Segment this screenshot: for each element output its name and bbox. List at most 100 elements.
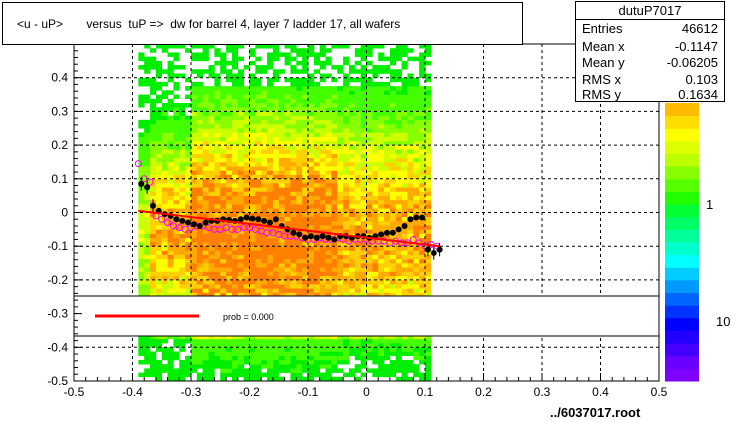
heatmap-cell (337, 102, 344, 108)
heatmap-cell (372, 119, 379, 125)
heatmap-cell (296, 111, 303, 116)
heatmap-cell (348, 153, 356, 159)
heatmap-cell (348, 90, 356, 95)
heatmap-cell (179, 145, 186, 150)
heatmap-cell (413, 195, 420, 201)
heatmap-cell (138, 343, 145, 348)
heatmap-cell (284, 237, 291, 243)
heatmap-cell (214, 334, 221, 340)
heatmap-cell (319, 48, 326, 53)
heatmap-cell (319, 119, 326, 125)
heatmap-cell (325, 368, 332, 373)
heatmap-cell (196, 111, 203, 116)
y-tick-label: 0.4 (51, 71, 68, 85)
heatmap-cell (302, 161, 309, 167)
heatmap-cell (413, 124, 420, 129)
heatmap-cell (155, 161, 163, 167)
heatmap-cell (161, 267, 168, 272)
heatmap-cell (290, 86, 297, 91)
heatmap-cell (290, 284, 297, 289)
heatmap-cell (419, 284, 426, 289)
heatmap-cell (237, 271, 244, 276)
heatmap-cell (319, 241, 326, 247)
heatmap-cell (173, 334, 180, 340)
heatmap-cell (278, 183, 285, 188)
heatmap-cell (366, 347, 373, 352)
heatmap-cell (261, 254, 268, 260)
heatmap-cell (144, 166, 151, 171)
heatmap-cell (237, 153, 244, 159)
heatmap-cell (155, 136, 163, 142)
heatmap-cell (407, 77, 414, 83)
heatmap-cell (284, 166, 291, 171)
heatmap-cell (226, 115, 233, 121)
heatmap-cell (138, 279, 145, 285)
heatmap-cell (138, 132, 145, 137)
heatmap-cell (302, 94, 309, 100)
heatmap-cell (419, 174, 426, 180)
heatmap-cell (325, 124, 332, 129)
heatmap-cell (325, 216, 332, 222)
heatmap-cell (150, 288, 157, 293)
heatmap-cell (378, 347, 385, 352)
heatmap-cell (354, 136, 361, 142)
heatmap-cell (395, 132, 402, 137)
heatmap-cell (302, 102, 309, 108)
heatmap-cell (214, 52, 221, 57)
heatmap-cell (249, 102, 256, 108)
heatmap-cell (191, 216, 198, 222)
heatmap-cell (255, 174, 262, 180)
heatmap-cell (296, 220, 303, 226)
heatmap-cell (407, 157, 414, 163)
heatmap-cell (372, 94, 379, 100)
heatmap-cell (179, 237, 186, 243)
heatmap-cell (255, 170, 262, 175)
heatmap-cell (208, 359, 215, 365)
heatmap-cell (173, 199, 180, 205)
heatmap-cell (354, 145, 361, 150)
heatmap-cell (313, 60, 320, 66)
heatmap-cell (167, 199, 174, 205)
heatmap-cell (343, 288, 350, 293)
heatmap-cell (337, 94, 344, 100)
heatmap-cell (255, 351, 262, 357)
heatmap-cell (384, 115, 391, 121)
heatmap-cell (202, 136, 209, 142)
heatmap-cell (261, 136, 268, 142)
heatmap-cell (413, 250, 420, 255)
heatmap-cell (226, 128, 233, 133)
heatmap-cell (261, 250, 268, 255)
heatmap-cell (395, 73, 402, 78)
heatmap-cell (214, 271, 221, 276)
heatmap-cell (237, 145, 244, 150)
heatmap-cell (413, 90, 420, 95)
heatmap-cell (302, 174, 309, 180)
heatmap-cell (226, 347, 233, 352)
heatmap-cell (226, 102, 233, 108)
heatmap-cell (319, 199, 326, 205)
heatmap-cell (366, 254, 373, 260)
heatmap-cell (243, 161, 250, 167)
heatmap-cell (267, 56, 274, 62)
heatmap-cell (331, 241, 338, 247)
heatmap-cell (337, 115, 344, 121)
heatmap-cell (214, 204, 221, 209)
heatmap-cell (389, 191, 397, 196)
heatmap-cell (360, 77, 367, 83)
heatmap-cell (191, 279, 198, 285)
heatmap-cell (308, 187, 315, 192)
heatmap-cell (138, 220, 145, 226)
heatmap-cell (173, 52, 180, 57)
heatmap-cell (354, 267, 361, 272)
heatmap-cell (343, 157, 350, 163)
heatmap-cell (249, 376, 256, 382)
heatmap-cell (302, 183, 309, 188)
heatmap-cell (220, 284, 227, 289)
heatmap-cell (138, 77, 145, 83)
heatmap-cell (319, 275, 326, 281)
heatmap-cell (313, 94, 320, 100)
heatmap-cell (261, 166, 268, 171)
heatmap-cell (313, 347, 320, 352)
heatmap-cell (284, 359, 291, 365)
heatmap-cell (302, 229, 309, 234)
